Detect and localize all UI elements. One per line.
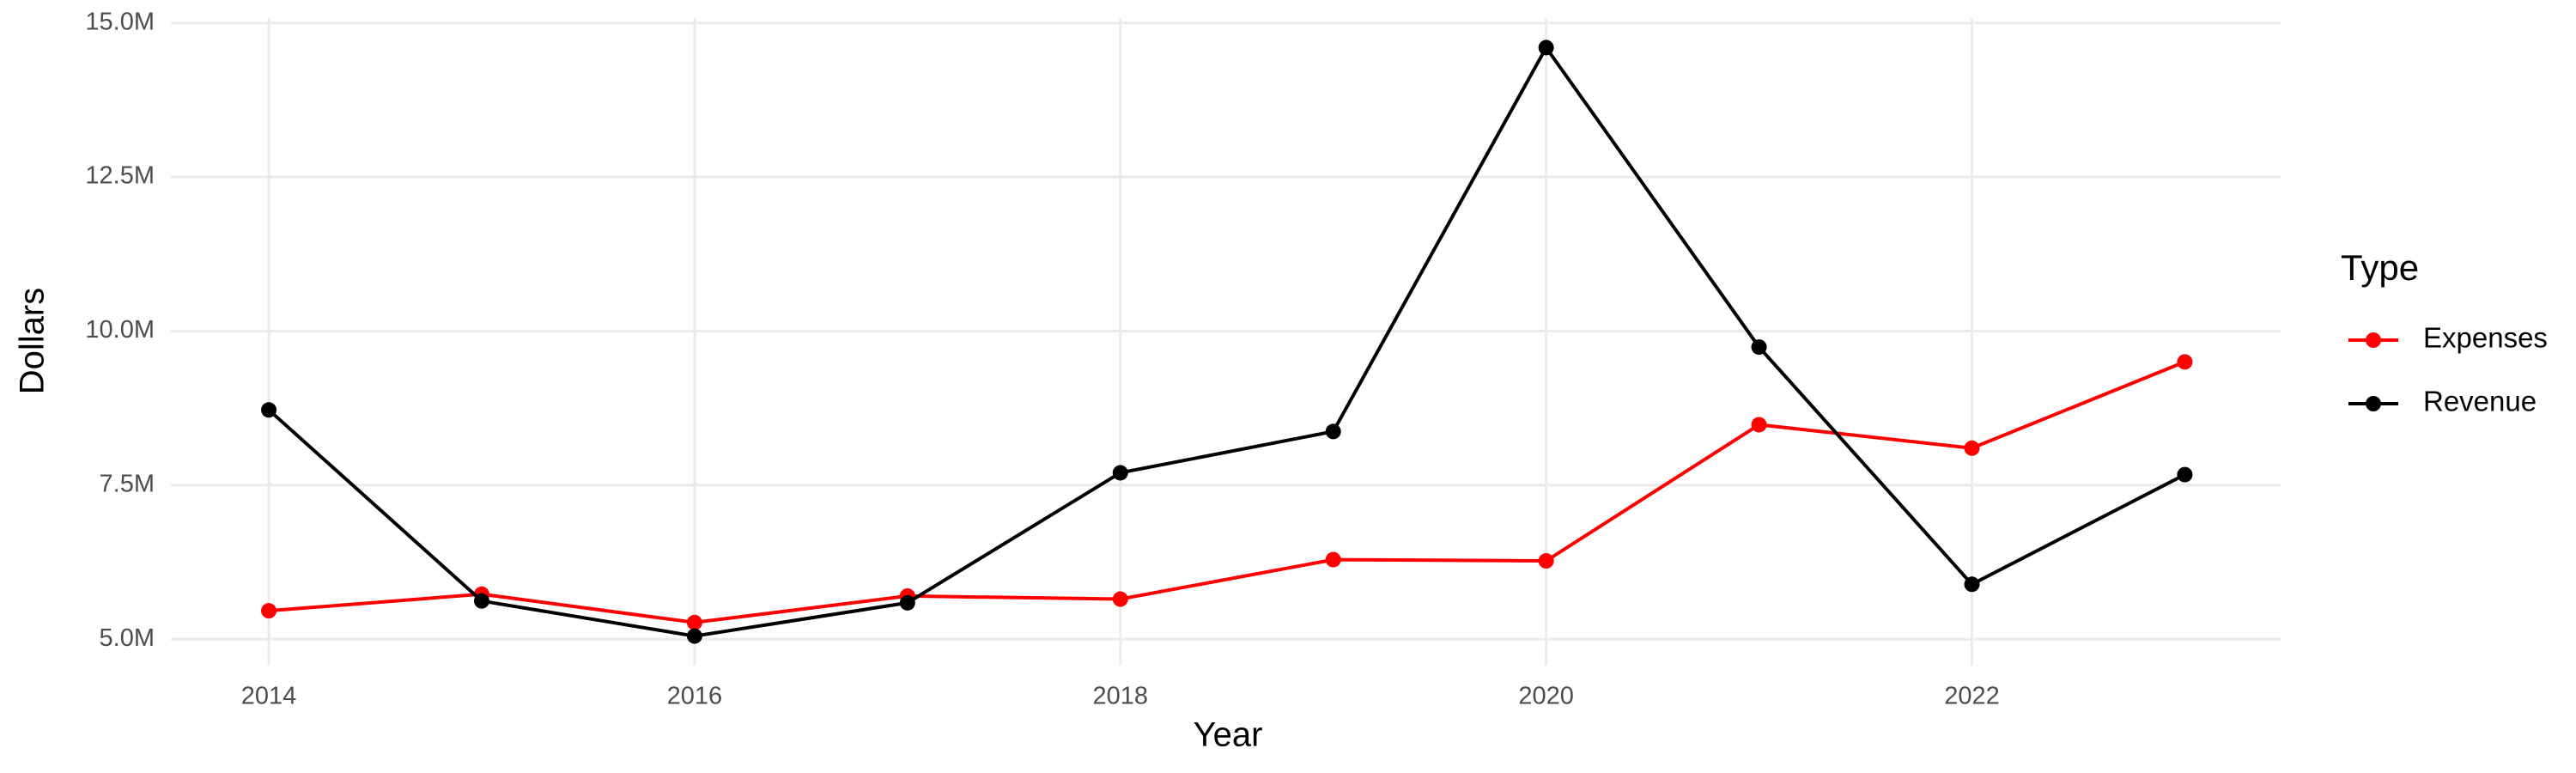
data-point [1964, 576, 1980, 593]
x-axis-title: Year [1194, 716, 1263, 754]
data-point [1112, 591, 1128, 607]
legend-label: Revenue [2423, 386, 2537, 417]
y-tick-label: 15.0M [85, 8, 155, 35]
data-point [1325, 551, 1341, 568]
x-tick-label: 2022 [1944, 683, 2000, 710]
y-tick-label: 7.5M [100, 470, 155, 497]
series-line [267, 44, 2186, 638]
data-point [899, 594, 915, 611]
legend-key-point [2366, 396, 2381, 411]
data-point [1964, 440, 1980, 456]
x-tick-label: 2016 [667, 683, 723, 710]
x-tick-label: 2020 [1518, 683, 1574, 710]
legend-key-point [2366, 332, 2381, 348]
legend-label: Expenses [2423, 322, 2548, 354]
data-point [1112, 465, 1128, 481]
series-line [268, 360, 2186, 624]
x-tick-label: 2018 [1093, 683, 1149, 710]
data-point [1325, 423, 1341, 440]
data-point [473, 593, 489, 609]
data-point [261, 402, 277, 418]
data-point [686, 628, 702, 644]
y-tick-label: 5.0M [100, 624, 155, 652]
y-axis-title: Dollars [14, 288, 52, 394]
y-tick-label: 12.5M [85, 162, 155, 190]
data-point [1751, 417, 1767, 433]
x-tick-label: 2014 [241, 683, 297, 710]
data-point [2177, 354, 2193, 370]
legend-title: Type [2341, 247, 2419, 288]
y-tick-label: 10.0M [85, 316, 155, 344]
data-point [1751, 339, 1767, 356]
data-point [686, 614, 702, 630]
data-point [261, 603, 277, 619]
data-point [1538, 553, 1554, 569]
data-point [1538, 40, 1554, 56]
data-point [2177, 466, 2193, 483]
